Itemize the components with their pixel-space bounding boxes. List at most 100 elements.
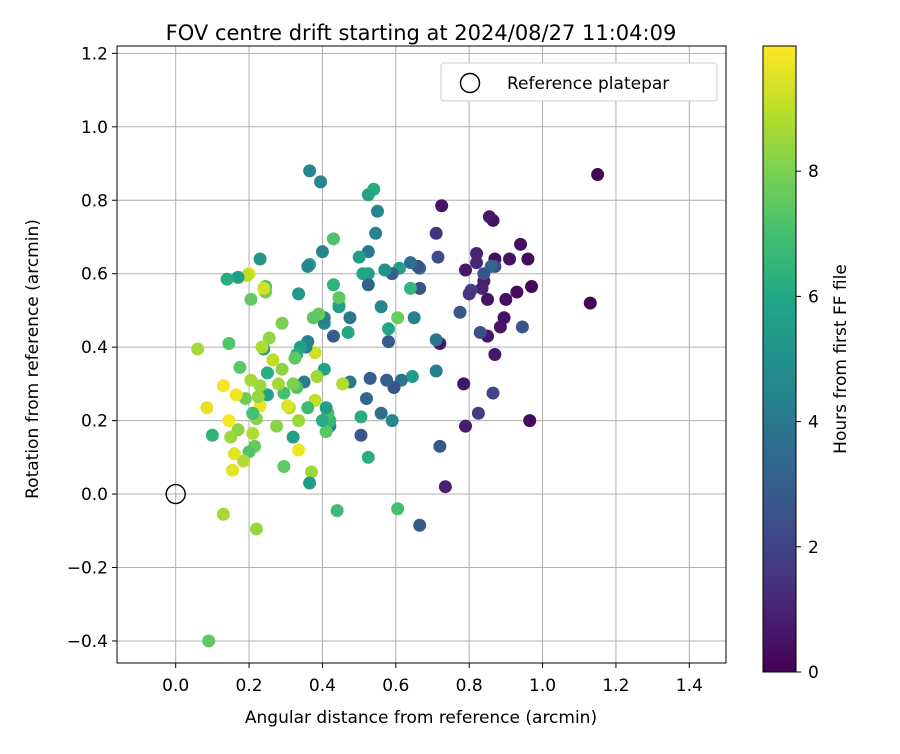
data-point-130 bbox=[266, 353, 280, 367]
data-point-32 bbox=[462, 287, 476, 301]
data-point-137 bbox=[257, 281, 271, 295]
data-point-16 bbox=[475, 281, 489, 295]
y-tick-label-4: 0.4 bbox=[81, 338, 108, 358]
data-point-36 bbox=[438, 480, 452, 494]
data-point-83 bbox=[332, 291, 346, 305]
data-point-149 bbox=[244, 373, 258, 387]
colorbar-gradient bbox=[762, 45, 797, 673]
data-point-18 bbox=[470, 256, 484, 270]
data-point-116 bbox=[292, 443, 306, 457]
reference-platepar-point bbox=[165, 483, 186, 505]
y-axis-ticks: −0.4 −0.2 0.0 0.2 0.4 0.6 0.8 1.0 1.2 bbox=[67, 44, 117, 652]
data-point-42 bbox=[413, 518, 427, 532]
data-point-29 bbox=[477, 267, 491, 281]
data-point-87 bbox=[326, 232, 340, 246]
data-point-119 bbox=[288, 351, 302, 365]
x-tick-label-5: 1.0 bbox=[529, 676, 556, 696]
reference-marker bbox=[165, 483, 186, 505]
data-point-138 bbox=[255, 340, 269, 354]
data-point-128 bbox=[271, 377, 285, 391]
data-point-68 bbox=[361, 188, 375, 202]
data-point-166 bbox=[216, 507, 230, 521]
colorbar-tick-label-4: 8 bbox=[808, 162, 819, 182]
y-tick-label-3: 0.2 bbox=[81, 412, 108, 432]
data-point-85 bbox=[326, 329, 340, 343]
legend-box bbox=[440, 62, 718, 102]
data-point-114 bbox=[292, 287, 306, 301]
data-point-96 bbox=[315, 414, 329, 428]
colorbar-label: Hours from first FF file bbox=[831, 264, 851, 454]
data-point-92 bbox=[319, 425, 333, 439]
data-point-58 bbox=[381, 322, 395, 336]
data-point-74 bbox=[352, 250, 366, 264]
x-axis-label: Angular distance from reference (arcmin) bbox=[245, 708, 597, 728]
data-point-159 bbox=[227, 447, 241, 461]
data-point-77 bbox=[343, 311, 357, 325]
x-tick-label-1: 0.2 bbox=[236, 676, 263, 696]
data-point-33 bbox=[453, 305, 467, 319]
data-point-64 bbox=[369, 226, 383, 240]
data-point-156 bbox=[231, 270, 245, 284]
data-point-169 bbox=[200, 401, 214, 415]
x-tick-label-6: 1.2 bbox=[602, 676, 629, 696]
data-point-146 bbox=[246, 406, 260, 420]
data-point-91 bbox=[319, 401, 333, 415]
data-point-55 bbox=[385, 414, 399, 428]
data-point-121 bbox=[286, 430, 300, 444]
data-point-6 bbox=[503, 252, 517, 266]
data-point-49 bbox=[403, 281, 417, 295]
y-tick-label-6: 0.8 bbox=[81, 191, 108, 211]
data-point-163 bbox=[222, 336, 236, 350]
data-point-162 bbox=[222, 414, 236, 428]
data-point-30 bbox=[473, 325, 487, 339]
data-point-168 bbox=[202, 634, 216, 648]
colorbar-tick-label-1: 2 bbox=[808, 538, 819, 558]
data-point-52 bbox=[391, 311, 405, 325]
y-tick-label-1: −0.2 bbox=[67, 559, 108, 579]
legend-marker-open-circle bbox=[459, 72, 481, 94]
grid-lines bbox=[117, 46, 726, 663]
data-point-73 bbox=[356, 267, 370, 281]
data-point-131 bbox=[262, 331, 276, 345]
data-point-144 bbox=[249, 522, 263, 536]
data-point-80 bbox=[336, 377, 350, 391]
data-point-110 bbox=[301, 401, 315, 415]
data-point-70 bbox=[363, 371, 377, 385]
data-point-38 bbox=[429, 226, 443, 240]
data-point-106 bbox=[303, 164, 317, 178]
data-point-25 bbox=[523, 414, 537, 428]
data-point-40 bbox=[429, 333, 443, 347]
data-point-158 bbox=[229, 388, 243, 402]
data-point-139 bbox=[253, 252, 267, 266]
data-point-127 bbox=[275, 362, 289, 376]
y-tick-label-8: 1.2 bbox=[81, 44, 108, 64]
data-point-71 bbox=[361, 450, 375, 464]
data-point-108 bbox=[301, 259, 315, 273]
data-point-86 bbox=[326, 278, 340, 292]
data-point-125 bbox=[277, 460, 291, 474]
data-point-2 bbox=[525, 280, 539, 294]
data-point-97 bbox=[315, 245, 329, 259]
data-point-3 bbox=[521, 252, 535, 266]
data-point-4 bbox=[514, 237, 528, 251]
data-point-47 bbox=[405, 370, 419, 384]
data-point-21 bbox=[459, 419, 473, 433]
data-point-53 bbox=[391, 502, 405, 516]
plot-frame bbox=[116, 45, 727, 664]
data-point-20 bbox=[457, 377, 471, 391]
data-point-75 bbox=[354, 410, 368, 424]
data-point-43 bbox=[413, 281, 427, 295]
data-point-82 bbox=[332, 300, 346, 314]
data-point-105 bbox=[303, 476, 317, 490]
data-point-98 bbox=[314, 175, 328, 189]
data-point-17 bbox=[470, 247, 484, 261]
data-point-39 bbox=[431, 250, 445, 264]
data-point-69 bbox=[361, 278, 375, 292]
data-point-37 bbox=[433, 439, 447, 453]
data-point-100 bbox=[310, 370, 324, 384]
data-point-34 bbox=[435, 199, 449, 213]
legend: Reference platepar bbox=[440, 62, 718, 102]
data-point-0 bbox=[591, 168, 605, 182]
